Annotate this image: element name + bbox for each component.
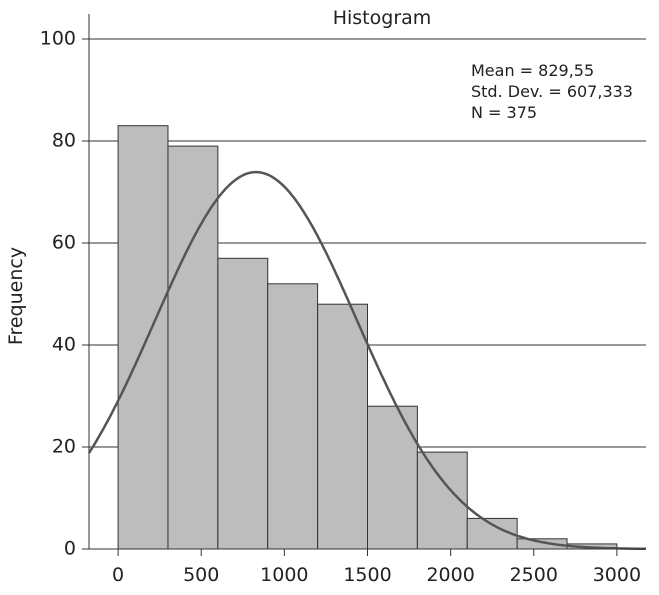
stat-mean: Mean = 829,55 xyxy=(471,61,594,80)
y-tick-label-20: 20 xyxy=(52,436,76,458)
histogram-bar-1 xyxy=(117,125,169,550)
x-tick-label-0: 0 xyxy=(112,564,124,586)
stats-box: Mean = 829,55 Std. Dev. = 607,333 N = 37… xyxy=(471,61,633,122)
x-tick-label-2500: 2500 xyxy=(510,564,558,586)
x-tick-label-3000: 3000 xyxy=(593,564,641,586)
histogram-bar-6 xyxy=(367,405,418,550)
y-tick-label-100: 100 xyxy=(40,28,76,50)
x-tick-label-1000: 1000 xyxy=(260,564,308,586)
x-tick-label-500: 500 xyxy=(183,564,219,586)
axes xyxy=(82,14,646,556)
chart-title: Histogram xyxy=(333,7,432,29)
x-tick-labels: 0 500 1000 1500 2000 2500 3000 xyxy=(112,564,641,586)
histogram-bar-4 xyxy=(267,283,319,550)
y-tick-labels: 0 20 40 60 80 100 xyxy=(40,28,76,560)
x-tick-label-2000: 2000 xyxy=(426,564,474,586)
stat-n: N = 375 xyxy=(471,103,537,122)
histogram-bar-5 xyxy=(317,303,369,550)
normal-distribution-curve xyxy=(87,170,646,551)
normal-curve-layer xyxy=(87,170,646,551)
y-tick-label-40: 40 xyxy=(52,334,76,356)
histogram-bar-3 xyxy=(217,257,269,550)
y-tick-label-0: 0 xyxy=(64,538,76,560)
histogram-bar-2 xyxy=(167,145,219,550)
y-tick-label-80: 80 xyxy=(52,130,76,152)
x-tick-label-1500: 1500 xyxy=(343,564,391,586)
stat-std-dev: Std. Dev. = 607,333 xyxy=(471,82,633,101)
histogram-bars xyxy=(117,125,618,550)
y-axis-label: Frequency xyxy=(5,247,27,345)
y-tick-label-60: 60 xyxy=(52,232,76,254)
